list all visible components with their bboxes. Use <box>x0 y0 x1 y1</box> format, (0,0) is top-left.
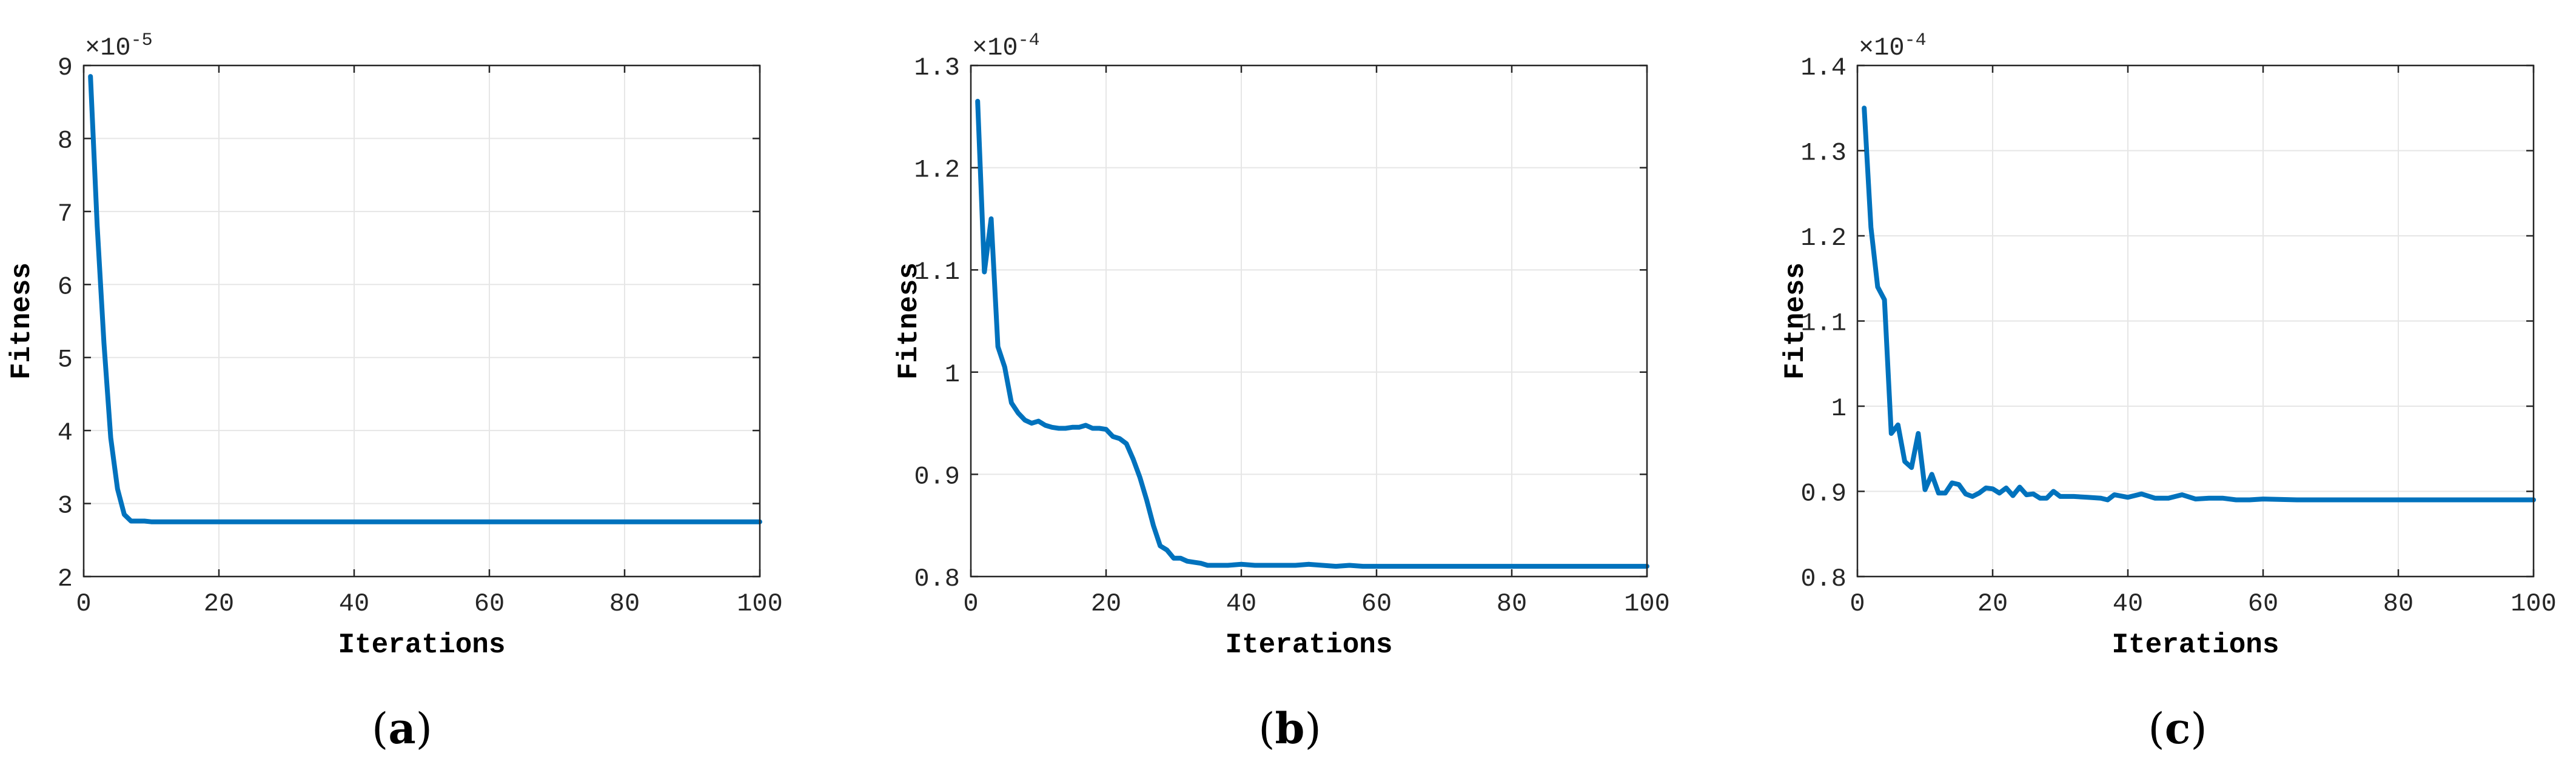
axes-box <box>82 64 761 578</box>
x-axis-label: Iterations <box>338 629 505 661</box>
y-axis-label: Fitness <box>893 263 925 380</box>
y-tick-label: 0.8 <box>914 564 960 594</box>
chart-1: 0 20 40 60 80 100 0.8 0.9 1 1.1 1.2 1.3 ×10-4 Iterati… <box>893 30 1670 661</box>
y-tick-label: 6 <box>58 272 73 301</box>
plot-area <box>84 65 760 577</box>
exponent-value: -5 <box>131 30 153 51</box>
y-tick-label: 0.9 <box>914 462 960 491</box>
x-tick-label: 60 <box>1361 589 1392 618</box>
x-axis-label: Iterations <box>2111 629 2279 661</box>
x-tick-label: 0 <box>1850 589 1865 618</box>
y-tick-label: 1.1 <box>914 258 960 287</box>
x-tick-label: 0 <box>963 589 978 618</box>
series-line <box>975 99 1649 569</box>
y-tick-label: 1.4 <box>1800 53 1846 82</box>
chart-2: 0 20 40 60 80 100 0.8 0.9 1 1.1 1.2 1.3 1.4 ×10-4 Iter… <box>1780 30 2557 661</box>
exponent-label: ×10-4 <box>972 30 1040 62</box>
y-tick-label: 1 <box>945 360 960 389</box>
y-tick-label: 4 <box>58 418 73 447</box>
y-tick-label: 1.3 <box>1800 139 1846 168</box>
x-tick-label: 60 <box>2248 589 2278 618</box>
x-tick-label: 20 <box>204 589 234 618</box>
plot-area <box>971 65 1647 577</box>
y-tick-label: 3 <box>58 492 73 521</box>
series-line <box>88 74 762 524</box>
y-tick-label: 1.3 <box>914 53 960 82</box>
x-tick-label: 100 <box>1624 589 1670 618</box>
y-tick-label: 0.9 <box>1800 480 1846 509</box>
y-tick-label: 0.8 <box>1800 564 1846 594</box>
panel-label-b: (b) <box>1258 703 1321 754</box>
y-tick-label: 1.2 <box>1800 224 1846 253</box>
x-tick-label: 80 <box>1497 589 1527 618</box>
y-axis-label: Fitness <box>6 263 38 380</box>
x-tick-label: 40 <box>2113 589 2143 618</box>
panel-label-c: (c) <box>2148 703 2207 754</box>
y-tick-label: 2 <box>58 564 73 594</box>
series-line <box>1862 105 2536 503</box>
x-tick-label: 80 <box>2383 589 2413 618</box>
x-tick-label: 100 <box>2511 589 2557 618</box>
y-tick-label: 8 <box>58 126 73 155</box>
x-tick-label: 20 <box>1977 589 2008 618</box>
chart-0: 0 20 40 60 80 100 2 3 4 5 6 7 8 9 ×10-5 Iterations Fitne… <box>6 30 783 661</box>
y-axis-label: Fitness <box>1780 263 1811 380</box>
x-tick-label: 40 <box>339 589 369 618</box>
y-tick-label: 1 <box>1831 394 1846 423</box>
y-tick-label: 1.1 <box>1800 309 1846 338</box>
y-tick-label: 5 <box>58 346 73 375</box>
x-tick-label: 20 <box>1091 589 1121 618</box>
exponent-label: ×10-5 <box>85 30 153 62</box>
x-tick-label: 100 <box>737 589 783 618</box>
axes-box <box>970 64 1648 578</box>
x-tick-label: 80 <box>609 589 640 618</box>
x-tick-label: 40 <box>1226 589 1256 618</box>
y-tick-label: 1.2 <box>914 156 960 185</box>
exponent-value: -4 <box>1905 30 1927 51</box>
panel-label-a: (a) <box>372 703 432 754</box>
x-axis-label: Iterations <box>1225 629 1392 661</box>
y-tick-label: 9 <box>58 53 73 82</box>
exponent-value: -4 <box>1018 30 1040 51</box>
exponent-label: ×10-4 <box>1859 30 1927 62</box>
y-tick-label: 7 <box>58 199 73 229</box>
x-tick-label: 60 <box>474 589 505 618</box>
x-tick-label: 0 <box>76 589 91 618</box>
